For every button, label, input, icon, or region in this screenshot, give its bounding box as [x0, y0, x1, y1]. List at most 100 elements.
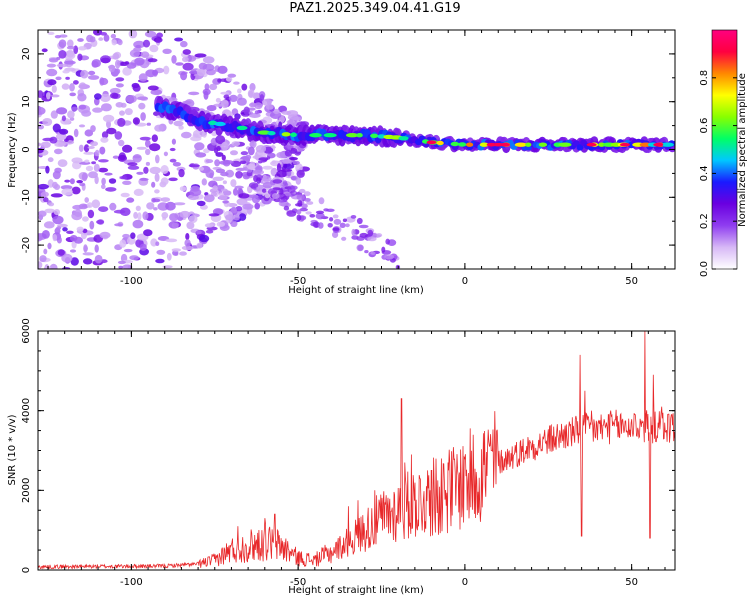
- noise-blob: [262, 181, 273, 189]
- noise-blob: [333, 218, 342, 225]
- noise-blob: [59, 128, 69, 135]
- noise-blob: [249, 83, 256, 92]
- spectrogram-y-axis: -20 -10 0 10 20: [21, 29, 675, 270]
- noise-blob: [283, 205, 290, 211]
- noise-blob: [83, 151, 95, 155]
- noise-blob: [47, 31, 55, 35]
- noise-blob: [276, 163, 282, 173]
- noise-blob: [64, 138, 69, 143]
- noise-blob: [282, 180, 288, 186]
- noise-blob: [147, 58, 158, 63]
- noise-blob: [123, 248, 133, 253]
- noise-blob: [251, 195, 261, 204]
- noise-blob: [125, 95, 137, 103]
- x-tick-label: 0: [462, 577, 468, 588]
- noise-blob: [162, 265, 173, 269]
- band-peak: [436, 140, 444, 146]
- noise-blob: [161, 212, 169, 219]
- noise-blob: [179, 186, 187, 192]
- noise-blob: [240, 151, 249, 156]
- noise-blob: [182, 56, 189, 63]
- noise-blob: [57, 142, 67, 147]
- noise-blob: [218, 194, 228, 200]
- noise-blob: [345, 223, 350, 228]
- snr-y-label: SNR (10 * v/v): [7, 414, 18, 485]
- noise-blob: [115, 102, 124, 108]
- noise-blob: [203, 90, 209, 100]
- noise-blob: [342, 218, 347, 223]
- noise-blob: [60, 185, 73, 190]
- noise-blob: [98, 37, 104, 41]
- noise-blob: [229, 94, 238, 102]
- noise-blob: [120, 176, 128, 180]
- noise-blob: [102, 114, 115, 123]
- noise-blob: [38, 261, 43, 269]
- noise-blob: [132, 117, 140, 125]
- noise-blob: [179, 251, 187, 256]
- noise-blob: [98, 167, 109, 173]
- noise-blob: [81, 110, 92, 117]
- noise-blob: [315, 212, 325, 220]
- noise-blob: [108, 178, 117, 184]
- noise-blob: [99, 77, 109, 86]
- noise-blob: [103, 34, 110, 42]
- noise-blob: [220, 91, 230, 95]
- noise-blob: [117, 117, 126, 127]
- noise-blob: [92, 107, 103, 113]
- noise-blob: [94, 254, 103, 264]
- band-hotspot: [586, 142, 597, 147]
- noise-blob: [236, 97, 247, 106]
- y-tick-label: 2000: [21, 478, 32, 503]
- noise-blob: [62, 227, 68, 232]
- noise-blob: [327, 223, 333, 228]
- noise-blob: [129, 255, 139, 261]
- noise-blob: [38, 106, 46, 115]
- noise-blob: [139, 177, 149, 181]
- y-tick-label: -10: [21, 189, 32, 205]
- noise-blob: [178, 168, 185, 178]
- noise-blob: [47, 242, 52, 250]
- noise-blob: [137, 212, 142, 221]
- noise-blob: [122, 180, 132, 185]
- noise-blob: [56, 107, 68, 115]
- noise-blob: [106, 120, 111, 129]
- y-tick-label: 6000: [21, 318, 32, 343]
- noise-blob: [117, 154, 127, 162]
- noise-blob: [220, 171, 229, 177]
- noise-blob: [142, 39, 151, 48]
- noise-blob: [182, 49, 191, 55]
- x-tick-label: -50: [290, 276, 306, 287]
- noise-blob: [111, 39, 117, 46]
- noise-blob: [318, 197, 325, 205]
- noise-blob: [290, 176, 297, 181]
- noise-blob: [130, 232, 136, 239]
- noise-blob: [173, 202, 186, 206]
- noise-blob: [42, 137, 54, 142]
- noise-blob: [193, 129, 205, 138]
- noise-blob: [252, 92, 261, 100]
- noise-blob: [78, 46, 87, 51]
- noise-blob: [44, 208, 56, 214]
- snr-series-line: [38, 331, 675, 570]
- noise-blob: [205, 169, 215, 178]
- noise-blob: [84, 129, 94, 137]
- noise-blob: [261, 98, 272, 106]
- noise-blob: [249, 140, 257, 149]
- noise-blob: [286, 210, 297, 217]
- noise-blob: [283, 192, 292, 196]
- noise-blob: [146, 122, 151, 126]
- noise-blob: [55, 76, 62, 81]
- noise-blob: [212, 185, 218, 192]
- band-peak: [290, 132, 297, 137]
- noise-blob: [375, 233, 383, 238]
- noise-blob: [43, 197, 49, 203]
- noise-blob: [38, 210, 47, 217]
- noise-blob: [198, 234, 210, 243]
- noise-blob: [160, 197, 171, 203]
- noise-blob: [78, 144, 84, 152]
- noise-blob: [248, 182, 259, 189]
- snr-x-label: Height of straight line (km): [288, 585, 424, 596]
- noise-blob: [351, 228, 356, 236]
- noise-blob: [367, 236, 377, 242]
